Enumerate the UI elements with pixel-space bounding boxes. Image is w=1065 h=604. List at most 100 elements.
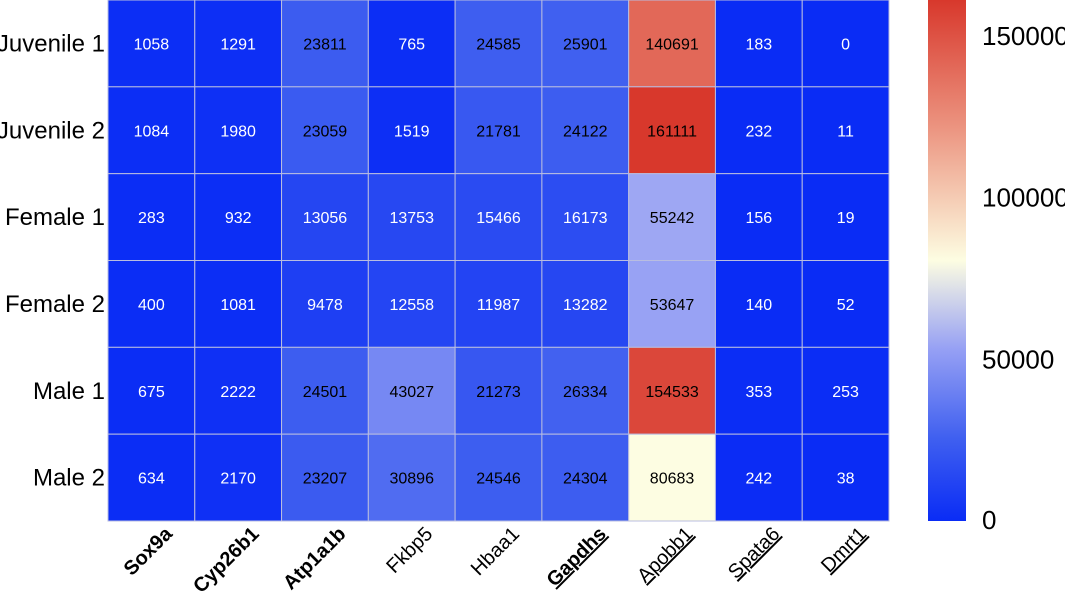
cell-value-label: 24546	[476, 471, 521, 488]
row-label: Male 2	[33, 465, 105, 492]
cell-value-label: 23207	[303, 471, 348, 488]
cell-value-label: 0	[841, 36, 850, 53]
cell-value-label: 161111	[647, 123, 697, 140]
cell-value-label: 25901	[563, 36, 608, 53]
cell-value-label: 13056	[303, 210, 348, 227]
heatmap-cell	[107, 173, 196, 262]
row-label: Female 1	[5, 204, 105, 231]
column-label: Hbaa1	[467, 523, 524, 580]
column-label: Atp1a1b	[279, 523, 350, 594]
heatmap-cell	[367, 260, 456, 348]
column-label-text: Atp1a1b	[279, 523, 350, 594]
cell-value-label: 1291	[220, 36, 256, 53]
heatmap-cell	[281, 173, 369, 262]
cell-value-label: 2170	[220, 471, 256, 488]
heatmap-cell	[628, 346, 716, 435]
cell-value-label: 55242	[650, 210, 695, 227]
row-labels: Juvenile 1 Juvenile 2 Female 1 Female 2 Male…	[0, 30, 105, 491]
column-label-text: Spata6	[724, 523, 784, 583]
cell-value-label: 53647	[650, 297, 695, 314]
heatmap-cell	[281, 86, 369, 175]
column-label: Spata6	[724, 523, 784, 583]
heatmap-cell	[367, 346, 456, 435]
cell-value-label: 140691	[645, 36, 698, 53]
heatmap-cell	[541, 346, 630, 435]
heatmap-cell	[714, 0, 803, 88]
colorbar-tick-label: 0	[982, 505, 996, 535]
column-labels: Sox9a Cyp26b1 Atp1a1b Fkbp5 Hbaa1 Gapdhs Apobb…	[120, 522, 871, 597]
cell-value-label: 1980	[220, 123, 256, 140]
cell-value-label: 23059	[303, 123, 348, 140]
column-label: Dmrt1	[817, 523, 871, 577]
heatmap-cell	[194, 0, 283, 88]
heatmap-cell	[194, 433, 283, 522]
cell-value-label: 634	[138, 471, 165, 488]
cell-value-label: 24501	[303, 384, 348, 401]
heatmap-cell	[541, 260, 630, 348]
column-label: Sox9a	[120, 522, 178, 580]
cell-value-label: 2222	[220, 384, 256, 401]
heatmap-cell	[628, 433, 716, 522]
cell-value-label: 283	[138, 210, 165, 227]
cell-value-label: 253	[832, 384, 859, 401]
heatmap-cell	[628, 86, 716, 175]
row-label: Male 1	[33, 378, 105, 405]
cell-value-label: 765	[398, 36, 425, 53]
heatmap-cell	[454, 0, 543, 88]
cell-value-label: 15466	[476, 210, 521, 227]
heatmap-cell	[454, 173, 543, 262]
column-label-text: Hbaa1	[467, 523, 524, 580]
heatmap-cell	[281, 433, 369, 522]
heatmap-cell	[801, 260, 890, 348]
cell-value-label: 43027	[389, 384, 434, 401]
cell-value-label: 400	[138, 297, 165, 314]
colorbar-gradient	[928, 0, 966, 521]
cell-value-label: 80683	[650, 471, 695, 488]
cell-value-label: 154533	[645, 384, 698, 401]
cell-value-label: 232	[745, 123, 772, 140]
cell-value-label: 38	[837, 471, 855, 488]
column-label-text: Fkbp5	[382, 523, 437, 578]
column-label: Fkbp5	[382, 523, 437, 578]
row-label: Female 2	[5, 291, 105, 318]
column-label-text: Apobb1	[633, 523, 697, 587]
column-label: Gapdhs	[543, 523, 611, 591]
heatmap-cell	[367, 173, 456, 262]
cell-value-label: 23811	[303, 36, 346, 53]
heatmap-cell	[107, 433, 196, 522]
cell-value-label: 11987	[477, 297, 520, 314]
heatmap-cell	[107, 260, 196, 348]
cell-value-label: 1058	[134, 36, 170, 53]
cell-value-label: 19	[837, 210, 855, 227]
heatmap-cell	[541, 86, 630, 175]
cell-value-label: 242	[745, 471, 772, 488]
cell-value-label: 21273	[476, 384, 521, 401]
heatmap-cell	[801, 173, 890, 262]
heatmap-cell	[454, 346, 543, 435]
heatmap-cell	[454, 433, 543, 522]
row-label: Juvenile 1	[0, 30, 105, 57]
heatmap-cell	[541, 433, 630, 522]
colorbar-tick-label: 100000	[982, 183, 1065, 213]
heatmap-cell	[281, 346, 369, 435]
heatmap-cell	[454, 86, 543, 175]
cell-value-label: 140	[745, 297, 772, 314]
heatmap-cell	[628, 0, 716, 88]
cell-value-label: 12558	[389, 297, 434, 314]
heatmap-cell	[107, 86, 196, 175]
column-label: Cyp26b1	[189, 523, 264, 598]
heatmap-cell	[367, 0, 456, 88]
cell-value-label: 156	[745, 210, 772, 227]
heatmap-cell	[107, 0, 196, 88]
cell-value-label: 24122	[563, 123, 608, 140]
row-label: Juvenile 2	[0, 117, 105, 144]
cell-value-label: 16173	[563, 210, 608, 227]
cell-value-label: 675	[138, 384, 165, 401]
heatmap-cells: 1058 1291 23811 765 24585 25901 140691 183 0 1084…	[107, 0, 890, 522]
column-label-text: Sox9a	[120, 522, 178, 580]
heatmap-cell	[801, 86, 890, 175]
cell-value-label: 13753	[389, 210, 434, 227]
cell-value-label: 9478	[307, 297, 343, 314]
cell-value-label: 1081	[220, 297, 256, 314]
